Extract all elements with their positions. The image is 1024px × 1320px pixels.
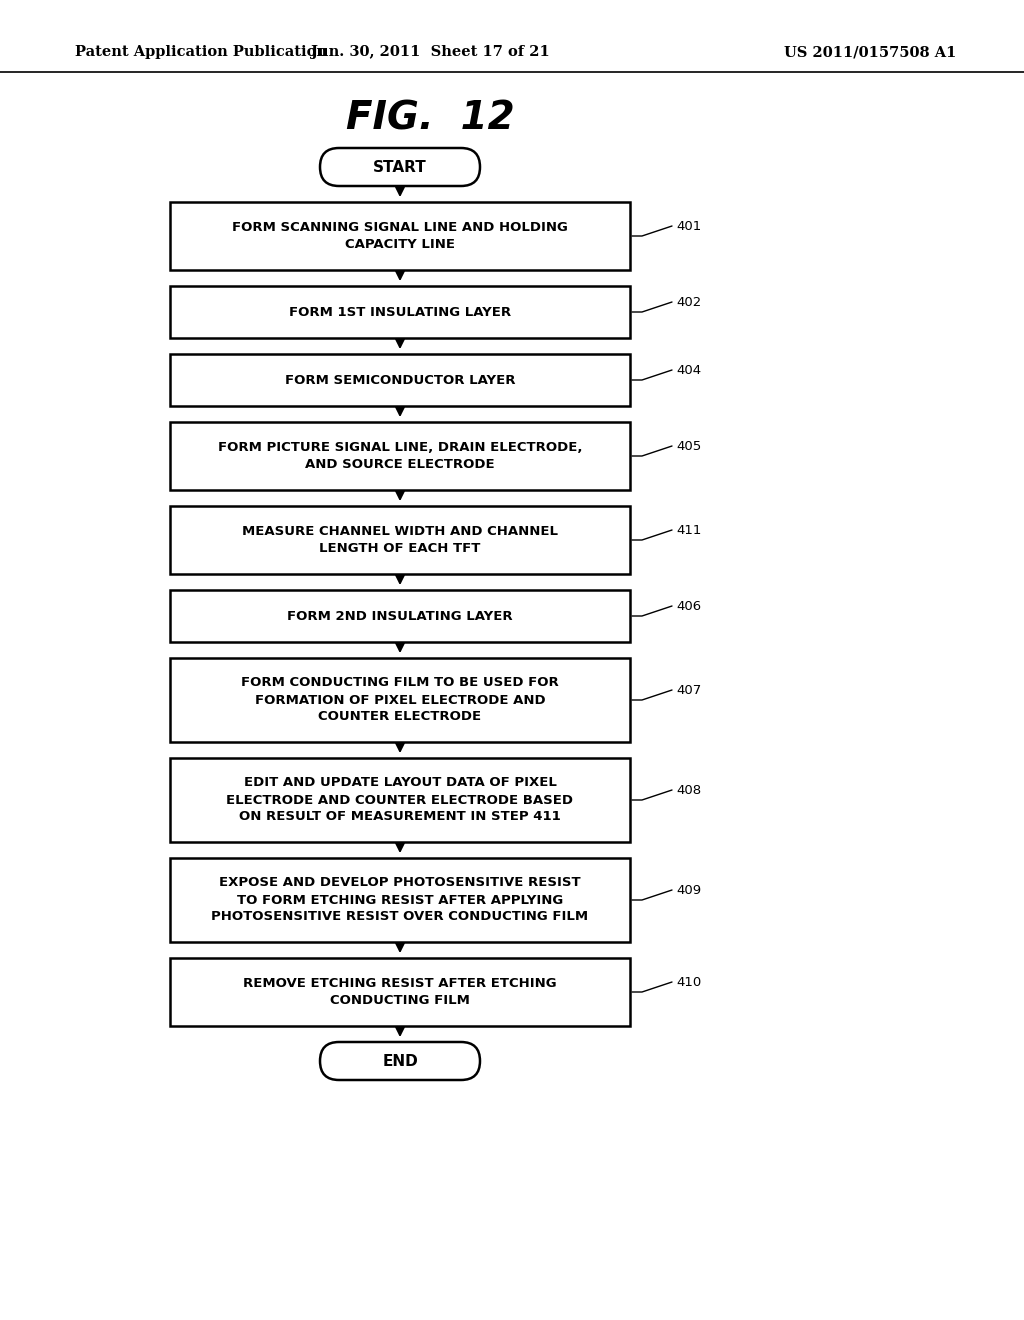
Text: 404: 404 <box>676 363 701 376</box>
Text: Patent Application Publication: Patent Application Publication <box>75 45 327 59</box>
Text: EDIT AND UPDATE LAYOUT DATA OF PIXEL
ELECTRODE AND COUNTER ELECTRODE BASED
ON RE: EDIT AND UPDATE LAYOUT DATA OF PIXEL ELE… <box>226 776 573 824</box>
Text: FORM SCANNING SIGNAL LINE AND HOLDING
CAPACITY LINE: FORM SCANNING SIGNAL LINE AND HOLDING CA… <box>232 220 568 251</box>
FancyBboxPatch shape <box>170 202 630 271</box>
Text: FORM PICTURE SIGNAL LINE, DRAIN ELECTRODE,
AND SOURCE ELECTRODE: FORM PICTURE SIGNAL LINE, DRAIN ELECTROD… <box>218 441 583 471</box>
Text: REMOVE ETCHING RESIST AFTER ETCHING
CONDUCTING FILM: REMOVE ETCHING RESIST AFTER ETCHING COND… <box>243 977 557 1007</box>
FancyBboxPatch shape <box>319 1041 480 1080</box>
FancyBboxPatch shape <box>170 858 630 942</box>
Text: 410: 410 <box>676 975 701 989</box>
FancyBboxPatch shape <box>170 286 630 338</box>
Text: FORM CONDUCTING FILM TO BE USED FOR
FORMATION OF PIXEL ELECTRODE AND
COUNTER ELE: FORM CONDUCTING FILM TO BE USED FOR FORM… <box>241 676 559 723</box>
Text: 408: 408 <box>676 784 701 796</box>
Text: 401: 401 <box>676 219 701 232</box>
Text: FORM 1ST INSULATING LAYER: FORM 1ST INSULATING LAYER <box>289 305 511 318</box>
Text: END: END <box>382 1053 418 1068</box>
FancyBboxPatch shape <box>170 506 630 574</box>
Text: 409: 409 <box>676 883 701 896</box>
Text: 406: 406 <box>676 599 701 612</box>
FancyBboxPatch shape <box>170 758 630 842</box>
FancyBboxPatch shape <box>170 590 630 642</box>
Text: US 2011/0157508 A1: US 2011/0157508 A1 <box>783 45 956 59</box>
Text: 405: 405 <box>676 440 701 453</box>
Text: EXPOSE AND DEVELOP PHOTOSENSITIVE RESIST
TO FORM ETCHING RESIST AFTER APPLYING
P: EXPOSE AND DEVELOP PHOTOSENSITIVE RESIST… <box>211 876 589 924</box>
Text: FORM SEMICONDUCTOR LAYER: FORM SEMICONDUCTOR LAYER <box>285 374 515 387</box>
Text: 411: 411 <box>676 524 701 536</box>
FancyBboxPatch shape <box>170 354 630 407</box>
Text: Jun. 30, 2011  Sheet 17 of 21: Jun. 30, 2011 Sheet 17 of 21 <box>310 45 549 59</box>
Text: FIG.  12: FIG. 12 <box>346 99 514 137</box>
Text: 402: 402 <box>676 296 701 309</box>
FancyBboxPatch shape <box>170 958 630 1026</box>
FancyBboxPatch shape <box>170 657 630 742</box>
Text: START: START <box>373 160 427 174</box>
FancyBboxPatch shape <box>319 148 480 186</box>
Text: FORM 2ND INSULATING LAYER: FORM 2ND INSULATING LAYER <box>287 610 513 623</box>
FancyBboxPatch shape <box>170 422 630 490</box>
Text: 407: 407 <box>676 684 701 697</box>
Text: MEASURE CHANNEL WIDTH AND CHANNEL
LENGTH OF EACH TFT: MEASURE CHANNEL WIDTH AND CHANNEL LENGTH… <box>242 525 558 554</box>
